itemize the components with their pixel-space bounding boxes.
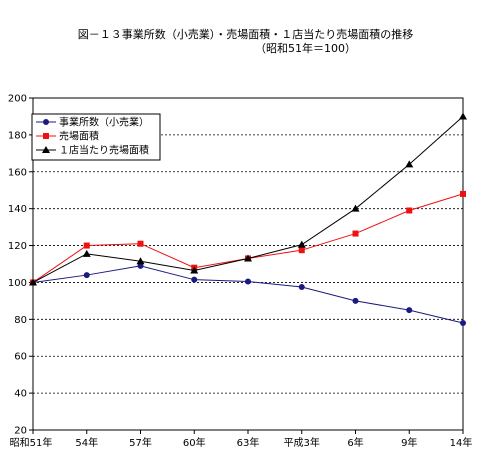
chart-title: 図－１３事業所数（小売業）・売場面積・１店当たり売場面積の推移 <box>77 28 414 41</box>
series-1 <box>30 262 466 327</box>
y-tick-label: 100 <box>8 278 27 289</box>
legend-label: 売場面積 <box>59 130 99 143</box>
chart-subtitle: （昭和51年＝100） <box>255 42 356 55</box>
data-point <box>460 320 466 327</box>
data-point <box>83 242 90 249</box>
data-point <box>352 297 359 304</box>
y-tick-label: 120 <box>8 241 27 252</box>
y-tick-label: 20 <box>14 426 27 437</box>
data-point <box>351 204 360 212</box>
x-tick-label: 昭和51年 <box>10 436 53 449</box>
series-line <box>32 265 464 324</box>
legend-marker <box>42 146 50 153</box>
data-point <box>190 266 199 274</box>
data-point <box>136 257 145 265</box>
data-point <box>83 272 90 279</box>
data-point <box>137 240 144 247</box>
data-point <box>29 278 37 286</box>
x-axis: 昭和51年 54年 57年 60年 63年 平成3年 6年 9年 14年 <box>10 430 473 449</box>
y-tick-label: 200 <box>8 94 27 105</box>
x-tick-label: 6年 <box>347 436 363 449</box>
data-point <box>460 190 466 197</box>
data-point <box>297 240 306 248</box>
legend-label: １店当たり売場面積 <box>59 144 149 157</box>
x-tick-label: 平成3年 <box>284 436 320 449</box>
legend-marker <box>43 133 49 139</box>
x-tick-label: 63年 <box>237 436 260 449</box>
x-tick-label: 14年 <box>450 436 473 449</box>
data-point <box>406 207 413 214</box>
data-point <box>298 284 305 291</box>
data-point <box>459 112 467 120</box>
data-point <box>405 160 414 168</box>
y-tick-label: 40 <box>14 389 27 400</box>
series-3 <box>29 112 467 286</box>
y-tick-label: 60 <box>14 352 27 363</box>
data-point <box>82 249 91 257</box>
x-tick-label: 54年 <box>75 436 98 449</box>
y-tick-label: 180 <box>8 130 27 141</box>
legend-marker <box>43 119 49 125</box>
data-point <box>137 262 144 269</box>
legend-label: 事業所数（小売業） <box>59 116 149 129</box>
data-point <box>244 254 252 262</box>
data-point <box>352 230 359 237</box>
x-tick-label: 9年 <box>401 436 417 449</box>
data-point <box>245 278 251 285</box>
y-axis: 20 40 60 80 100 120 140 160 180 200 <box>8 94 33 437</box>
x-tick-label: 57年 <box>129 436 152 449</box>
data-point <box>406 307 413 314</box>
series-line <box>32 193 464 283</box>
series-2 <box>30 190 466 286</box>
y-tick-label: 140 <box>8 204 27 215</box>
data-point <box>191 276 198 283</box>
x-tick-label: 60年 <box>183 436 206 449</box>
series-group <box>29 112 467 327</box>
y-tick-label: 160 <box>8 167 27 178</box>
data-point <box>298 247 305 254</box>
y-tick-label: 80 <box>14 315 27 326</box>
